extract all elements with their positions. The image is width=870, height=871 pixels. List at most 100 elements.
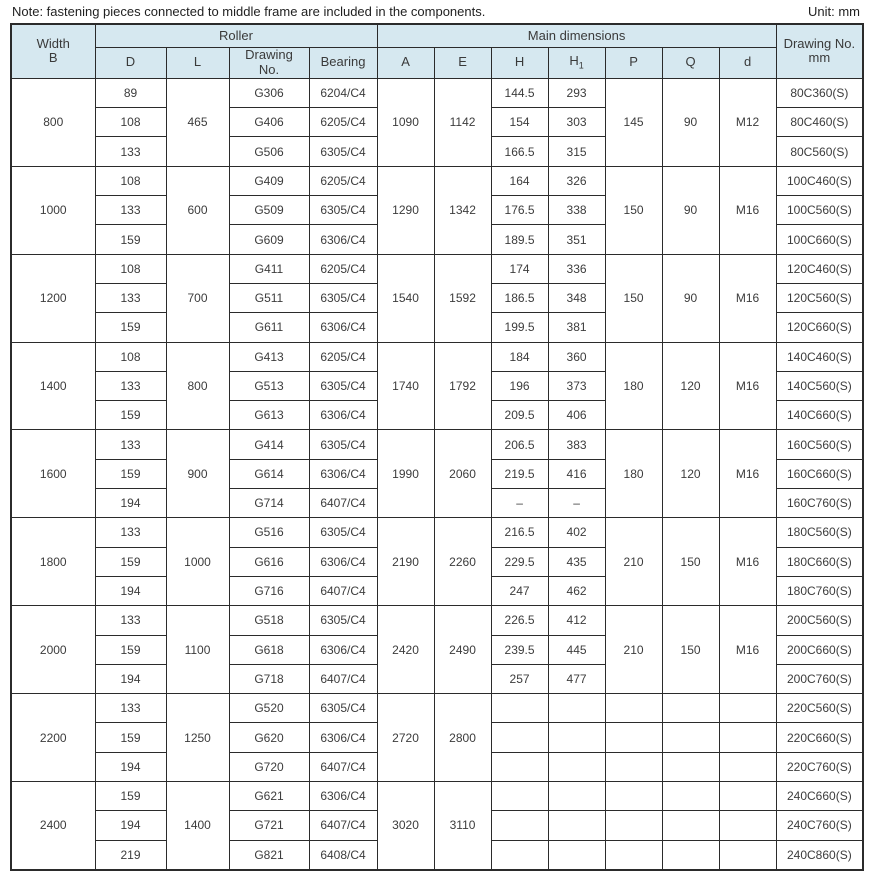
cell-drawing-code: 240C760(S): [775, 810, 864, 841]
cell-h: 229.5: [490, 546, 549, 577]
cell-q: 90: [661, 165, 720, 255]
table-row: 159 G616 6306/C4 229.5 435 180C660(S): [11, 546, 864, 577]
cell-drawing-no: G621: [228, 780, 310, 812]
cell-bearing: 6306/C4: [308, 634, 378, 665]
cell-h1: 416: [547, 458, 606, 490]
cell-h: –: [490, 488, 549, 519]
cell-h: 184: [490, 341, 549, 372]
cell-h1: 336: [547, 253, 606, 284]
cell-h: 174: [490, 253, 549, 284]
cell-roller-d: 219: [94, 839, 167, 871]
header-col-bearing: Bearing: [308, 47, 378, 79]
cell-h: 239.5: [490, 634, 549, 665]
cell-roller-d: 194: [94, 488, 167, 519]
header-width-line2: B: [48, 50, 58, 66]
cell-d-thread: M12: [718, 77, 777, 167]
cell-roller-d: 133: [94, 517, 167, 548]
cell-e: 2490: [433, 605, 492, 695]
cell-drawing-no: G716: [228, 575, 310, 607]
cell-h1: 293: [547, 77, 606, 109]
cell-roller-d: 159: [94, 546, 167, 577]
cell-drawing-no: G720: [228, 751, 310, 783]
cell-a: 3020: [376, 780, 435, 871]
table-header: Width B Roller Main dimensions Drawing N…: [10, 23, 864, 79]
cell-drawing-no: G618: [228, 634, 310, 665]
cell-h: 206.5: [490, 429, 549, 460]
cell-h1: [547, 810, 606, 841]
cell-drawing-no: G616: [228, 546, 310, 577]
cell-drawing-code: 100C460(S): [775, 165, 864, 197]
cell-a: 1990: [376, 429, 435, 519]
table-row: 2000 133 1100 G518 6305/C4 2420 2490 226.5 412 21…: [10, 605, 864, 695]
table-row: 108 G406 6205/C4 154 303 80C460(S): [11, 107, 864, 138]
cell-roller-d: 108: [94, 341, 167, 372]
cell-bearing: 6305/C4: [308, 282, 378, 314]
header-col-drawing-no: Drawing No.: [228, 47, 310, 79]
cell-e: 1142: [433, 77, 492, 167]
cell-drawing-code: 80C560(S): [775, 136, 864, 167]
cell-width-b: 1400: [10, 341, 96, 431]
cell-width-b: 2400: [10, 780, 96, 871]
cell-drawing-code: 160C660(S): [775, 458, 864, 490]
cell-d-thread: [718, 751, 777, 783]
table-row: 159 G620 6306/C4 220C660(S): [11, 722, 864, 753]
cell-h: [490, 780, 549, 812]
cell-h1: 406: [547, 400, 606, 431]
header-col-d: D: [94, 47, 167, 79]
header-width-line1: Width: [36, 35, 70, 51]
cell-roller-d: 194: [94, 663, 167, 695]
cell-drawing-no: G620: [228, 722, 310, 753]
cell-bearing: 6407/C4: [308, 810, 378, 841]
table-row: 800 89 465 G306 6204/C4 1090 1142 144.5 293 145 90…: [10, 77, 864, 167]
table-row: 133 G513 6305/C4 196 373 140C560(S): [11, 370, 864, 402]
cell-roller-d: 133: [94, 136, 167, 167]
header-col-h1: H1: [547, 47, 606, 79]
cell-h: 247: [490, 575, 549, 607]
cell-bearing: 6305/C4: [308, 693, 378, 724]
cell-drawing-code: 140C660(S): [775, 400, 864, 431]
cell-drawing-no: G509: [228, 195, 310, 226]
cell-h: 154: [490, 107, 549, 138]
cell-p: [604, 693, 663, 724]
cell-drawing-code: 160C560(S): [775, 429, 864, 460]
cell-p: [604, 780, 663, 812]
cell-d-thread: M16: [718, 517, 777, 607]
cell-h: 144.5: [490, 77, 549, 109]
cell-roller-l: 465: [165, 77, 230, 167]
cell-q: 120: [661, 341, 720, 431]
cell-h: 216.5: [490, 517, 549, 548]
cell-p: [604, 810, 663, 841]
cell-p: 210: [604, 605, 663, 695]
table-row: 194 G716 6407/C4 247 462 180C760(S): [11, 575, 864, 607]
cell-roller-d: 108: [94, 165, 167, 197]
header-drawing-no-mm: Drawing No. mm: [775, 23, 864, 79]
cell-h1: 315: [547, 136, 606, 167]
header-col-drawing-line2: No.: [258, 61, 280, 77]
cell-drawing-code: 120C560(S): [775, 282, 864, 314]
cell-bearing: 6407/C4: [308, 663, 378, 695]
cell-roller-d: 159: [94, 224, 167, 255]
table-row: 133 G509 6305/C4 176.5 338 100C560(S): [11, 195, 864, 226]
cell-drawing-no: G414: [228, 429, 310, 460]
cell-bearing: 6305/C4: [308, 370, 378, 402]
header-col-q: Q: [661, 47, 720, 79]
cell-drawing-code: 120C660(S): [775, 312, 864, 343]
cell-drawing-no: G516: [228, 517, 310, 548]
cell-h1: 477: [547, 663, 606, 695]
cell-a: 2420: [376, 605, 435, 695]
header-main-dimensions: Main dimensions: [376, 23, 777, 48]
cell-drawing-no: G821: [228, 839, 310, 871]
cell-drawing-code: 80C360(S): [775, 77, 864, 109]
cell-d-thread: [718, 780, 777, 812]
cell-q: 90: [661, 77, 720, 167]
cell-bearing: 6306/C4: [308, 312, 378, 343]
table-row: 1200 108 700 G411 6205/C4 1540 1592 174 336 150 90…: [10, 253, 864, 343]
cell-roller-d: 133: [94, 605, 167, 636]
cell-d-thread: [718, 722, 777, 753]
cell-drawing-code: 100C660(S): [775, 224, 864, 255]
cell-h1: [547, 722, 606, 753]
cell-h: [490, 839, 549, 871]
header-drawing-no-line2: mm: [808, 50, 831, 66]
cell-h1: [547, 839, 606, 871]
cell-bearing: 6306/C4: [308, 722, 378, 753]
